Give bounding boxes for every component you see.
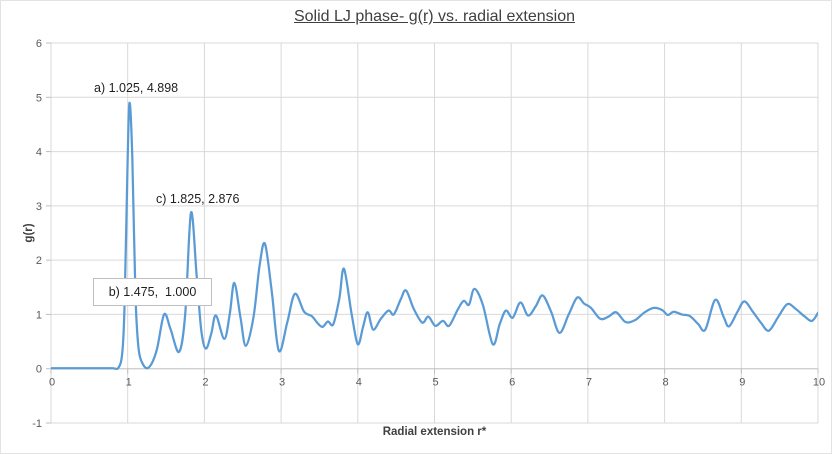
chart-title: Solid LJ phase- g(r) vs. radial extensio… (293, 8, 576, 25)
y-tick-label: 1 (36, 309, 42, 321)
annotation-point-b-box: b) 1.475, 1.000 (93, 278, 212, 306)
x-tick-label: 8 (663, 377, 669, 389)
x-tick-label: 1 (126, 377, 132, 389)
x-tick-label: 3 (279, 377, 285, 389)
x-tick-label: 10 (813, 377, 825, 389)
y-tick-label: 6 (36, 38, 42, 50)
x-tick-label: 9 (739, 377, 745, 389)
x-tick-label: 7 (586, 377, 592, 389)
gr-series-line (51, 101, 818, 371)
annotation-point-b-label: b) 1.475, 1.000 (108, 285, 197, 299)
x-tick-label: 4 (356, 377, 362, 389)
annotation-point-a: a) 1.025, 4.898 (94, 81, 179, 95)
y-tick-label: -1 (32, 418, 42, 430)
annotation-point-c: c) 1.825, 2.876 (156, 192, 240, 206)
y-tick-label: 2 (36, 255, 42, 267)
x-tick-label: 0 (49, 377, 55, 389)
y-tick-label: 3 (36, 201, 42, 213)
x-tick-label: 5 (432, 377, 438, 389)
y-tick-label: 0 (36, 364, 42, 376)
y-tick-label: 4 (36, 147, 42, 159)
x-axis-title: Radial extension r* (382, 426, 487, 438)
x-tick-label: 6 (509, 377, 515, 389)
y-tick-label: 5 (36, 92, 42, 104)
x-tick-label: 2 (202, 377, 208, 389)
y-axis-title: g(r) (23, 223, 35, 243)
